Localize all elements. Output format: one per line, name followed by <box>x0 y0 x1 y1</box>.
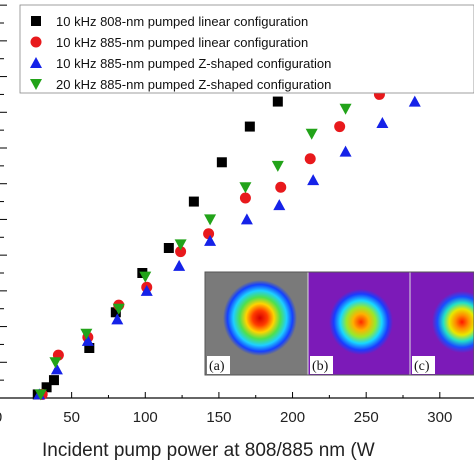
plot-frame <box>0 397 474 399</box>
legend: 10 kHz 808-nm pumped linear configuratio… <box>19 4 474 94</box>
data-point <box>244 121 255 132</box>
data-point <box>203 228 215 240</box>
data-point <box>239 192 251 204</box>
beam-spot-a <box>223 280 297 356</box>
inset-panel-label-b: (b) <box>310 356 333 374</box>
legend-marker <box>30 57 42 68</box>
legend-item: 10 kHz 885-nm pumped Z-shaped configurat… <box>30 56 331 71</box>
data-point <box>112 303 125 315</box>
data-point <box>216 157 227 168</box>
data-point <box>139 271 152 283</box>
legend-label: 10 kHz 885-nm pumped Z-shaped configurat… <box>56 56 331 71</box>
inset-panel-label-c: (c) <box>412 356 435 374</box>
svg-text:(a): (a) <box>209 359 225 374</box>
data-point <box>174 239 187 251</box>
x-axis-ticks <box>34 392 441 398</box>
data-point <box>110 307 121 318</box>
legend-item: 20 kHz 885-nm pumped Z-shaped configurat… <box>30 77 331 92</box>
x-axis-title: Incident pump power at 808/885 nm (W <box>42 440 375 461</box>
data-point <box>140 284 153 296</box>
legend-item: 10 kHz 885-nm pumped linear configuratio… <box>30 35 308 50</box>
data-point <box>111 313 124 325</box>
x-tick-label: 50 <box>63 409 80 426</box>
legend-marker <box>31 16 41 26</box>
beam-spot-b <box>329 289 393 355</box>
legend-item: 10 kHz 808-nm pumped linear configuratio… <box>31 14 308 29</box>
data-point <box>49 357 62 369</box>
data-point <box>80 328 93 340</box>
data-point <box>173 259 186 271</box>
data-point <box>239 182 252 194</box>
data-point <box>48 375 59 386</box>
data-point <box>339 103 352 115</box>
data-point <box>273 199 286 211</box>
x-axis-tick-labels: 0 50 100 150 200 250 300 <box>0 409 452 426</box>
data-point <box>272 96 283 107</box>
y-axis-ticks <box>0 4 7 399</box>
x-tick-label: 300 <box>427 409 452 426</box>
legend-label: 20 kHz 885-nm pumped Z-shaped configurat… <box>56 77 331 92</box>
data-point <box>334 121 346 133</box>
data-point <box>240 213 253 225</box>
x-tick-label: 0 <box>0 409 2 426</box>
legend-marker <box>30 36 42 48</box>
data-point <box>84 343 95 353</box>
beam-spot-c <box>432 291 474 353</box>
x-tick-label: 100 <box>133 409 158 426</box>
x-tick-label: 250 <box>354 409 379 426</box>
legend-label: 10 kHz 885-nm pumped linear configuratio… <box>56 35 308 50</box>
inset-frame <box>204 271 474 376</box>
x-tick-label: 200 <box>280 409 305 426</box>
data-point <box>81 334 94 346</box>
data-point <box>204 214 217 226</box>
svg-text:(b): (b) <box>312 359 329 374</box>
legend-label: 10 kHz 808-nm pumped linear configuratio… <box>56 14 308 29</box>
data-point <box>175 246 187 258</box>
data-point <box>307 174 320 186</box>
legend-marker <box>30 79 42 90</box>
data-point <box>305 128 318 140</box>
beam-profile-inset: (a) (b) (c) <box>204 271 474 376</box>
data-point <box>304 153 316 165</box>
legend-box <box>19 4 474 94</box>
data-point <box>50 363 63 375</box>
data-point <box>376 117 389 128</box>
data-point <box>188 196 199 207</box>
data-point <box>408 95 421 107</box>
inset-panel-label-a: (a) <box>207 356 230 374</box>
svg-text:(c): (c) <box>414 359 430 374</box>
data-point <box>275 181 287 193</box>
data-point <box>34 389 47 401</box>
x-tick-label: 150 <box>206 409 231 426</box>
data-point <box>163 243 174 253</box>
data-point <box>41 382 52 393</box>
data-point <box>204 234 217 246</box>
data-point <box>339 145 352 157</box>
data-point <box>271 160 284 172</box>
